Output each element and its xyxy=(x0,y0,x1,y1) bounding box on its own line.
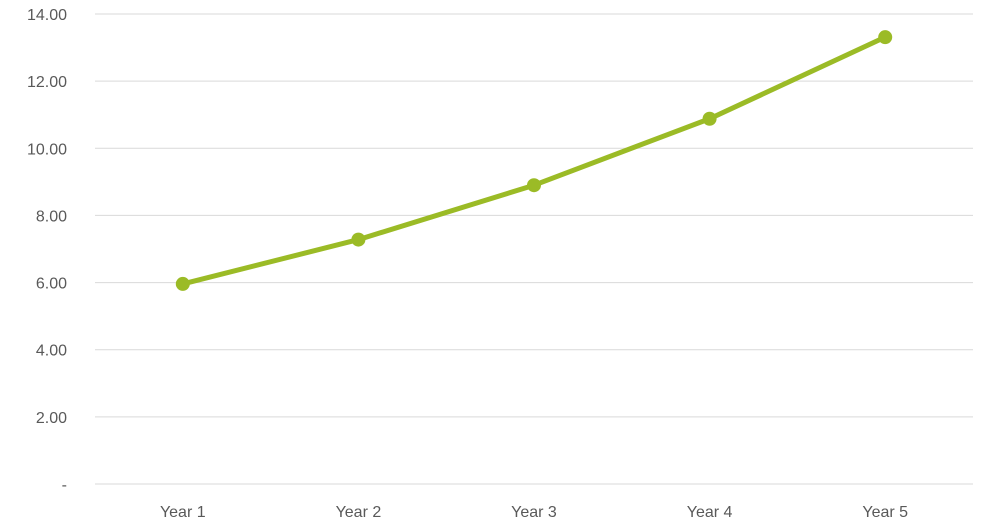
y-tick-label: - xyxy=(62,477,67,494)
x-tick-label: Year 5 xyxy=(862,504,908,521)
y-tick-label: 14.00 xyxy=(27,7,67,24)
data-point-marker xyxy=(702,111,717,126)
series-layer xyxy=(175,30,893,291)
y-tick-label: 8.00 xyxy=(36,208,67,225)
data-point-marker xyxy=(878,30,893,45)
y-tick-label: 12.00 xyxy=(27,74,67,91)
x-tick-label: Year 3 xyxy=(511,504,557,521)
x-tick-label: Year 1 xyxy=(160,504,206,521)
y-tick-label: 10.00 xyxy=(27,141,67,158)
y-tick-label: 4.00 xyxy=(36,343,67,360)
data-point-marker xyxy=(527,178,541,193)
data-point-marker xyxy=(175,276,190,291)
x-tick-label: Year 2 xyxy=(336,504,382,521)
y-tick-label: 6.00 xyxy=(36,276,67,293)
gridlines xyxy=(95,13,973,485)
y-tick-label: 2.00 xyxy=(36,410,67,427)
x-axis-tick-labels: Year 1 Year 2 Year 3 Year 4 Year 5 xyxy=(160,504,908,521)
series-line xyxy=(180,34,888,287)
x-tick-label: Year 4 xyxy=(687,504,733,521)
data-point-marker xyxy=(351,232,366,247)
y-axis-tick-labels: - 2.00 4.00 6.00 8.00 10.00 12.00 14.00 xyxy=(27,7,67,494)
